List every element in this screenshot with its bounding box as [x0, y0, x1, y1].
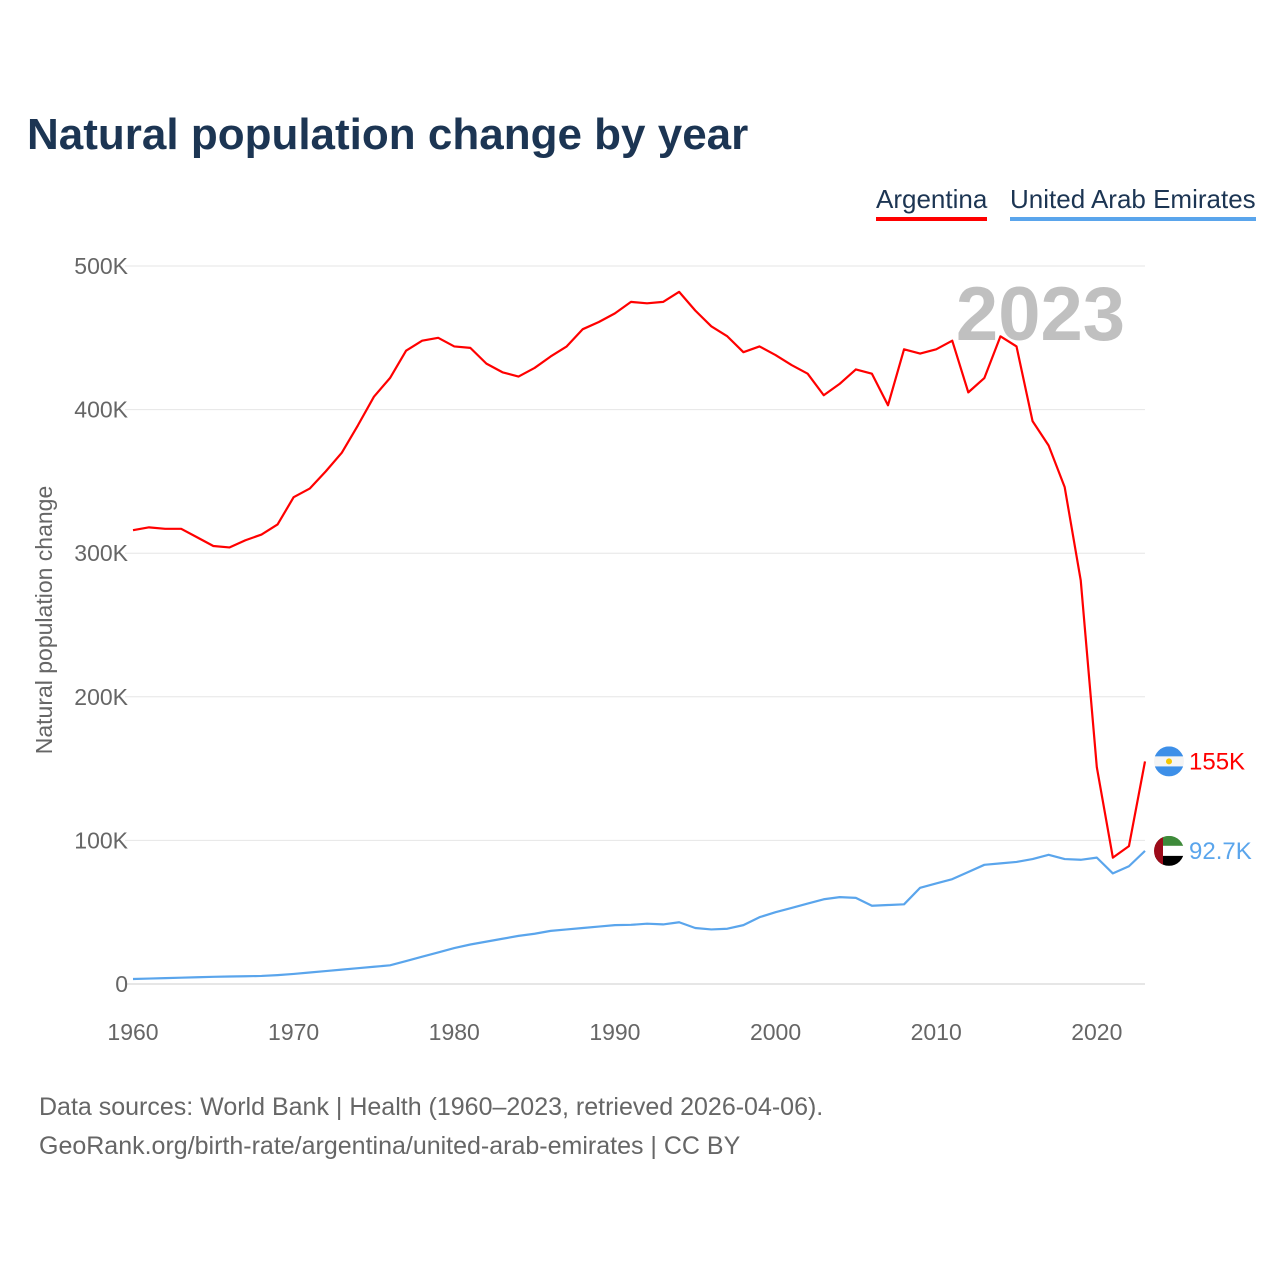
x-tick-label: 2000 [750, 1019, 801, 1045]
series-line-argentina [132, 290, 1147, 859]
x-tick-label: 2010 [911, 1019, 962, 1045]
source-note: Data sources: World Bank | Health (1960–… [39, 1088, 823, 1166]
legend-united-arab-emirates[interactable]: United Arab Emirates [1010, 184, 1256, 221]
x-tick-label: 1980 [429, 1019, 480, 1045]
uae-flag-icon [1154, 835, 1184, 866]
x-tick-label: 1970 [268, 1019, 319, 1045]
series-line-uae [132, 850, 1146, 981]
year-label: 2023 [956, 272, 1125, 357]
legend-argentina[interactable]: Argentina [876, 184, 988, 221]
end-label-argentina: 155K [1189, 748, 1245, 775]
y-tick-label: 100K [74, 827, 128, 853]
x-tick-label: 2020 [1071, 1019, 1122, 1045]
y-tick-label: 400K [74, 397, 128, 423]
y-tick-label: 500K [74, 253, 128, 279]
y-tick-label: 300K [74, 540, 128, 566]
argentina-flag-icon [1154, 746, 1184, 777]
x-tick-label: 1990 [589, 1019, 640, 1045]
chart-title: Natural population change by year [27, 110, 749, 159]
x-tick-label: 1960 [107, 1019, 158, 1045]
y-tick-label: 200K [74, 684, 128, 710]
y-tick-label: 0 [115, 971, 128, 997]
source-line-2: GeoRank.org/birth-rate/argentina/united-… [39, 1132, 741, 1160]
y-axis-label: Natural population change [31, 486, 57, 755]
end-label-uae: 92.7K [1189, 838, 1252, 865]
source-line-1: Data sources: World Bank | Health (1960–… [39, 1093, 824, 1121]
